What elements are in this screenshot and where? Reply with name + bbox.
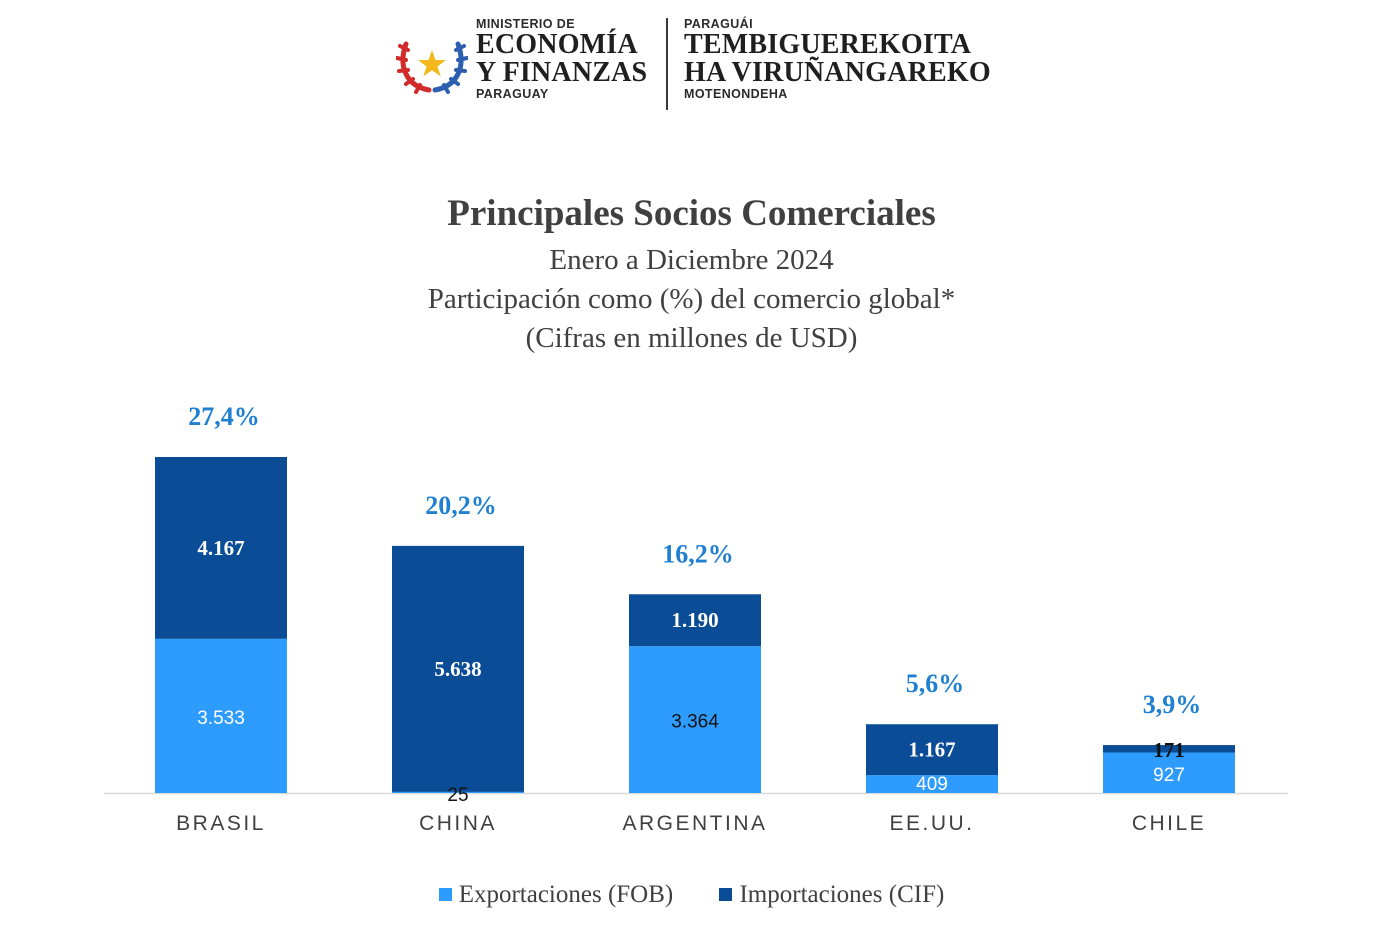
share-label-chile: 3,9% <box>1143 690 1202 719</box>
ministry-name-line1: ECONOMÍA <box>476 29 638 60</box>
bar-imports-chile <box>1103 745 1235 753</box>
share-label-argentina: 16,2% <box>662 539 734 568</box>
bar-imports-argentina <box>629 594 761 647</box>
bar-exports-china <box>392 791 524 793</box>
header-divider <box>666 18 668 110</box>
ministry-guarani-line2: HA VIRUÑANGAREKO <box>684 57 991 88</box>
share-label-china: 20,2% <box>425 491 497 520</box>
label-exports-eeuu: 409 <box>916 774 948 795</box>
bar-imports-eeuu <box>866 724 998 776</box>
bar-imports-brasil <box>155 457 287 639</box>
legend-label-exports: Exportaciones (FOB) <box>458 880 674 908</box>
ministry-guarani-bottom: MOTENONDEHA <box>684 87 788 101</box>
chart-subtitle-share: Participación como (%) del comercio glob… <box>427 283 956 315</box>
chart-subtitle: Enero a Diciembre 2024 <box>549 244 834 276</box>
x-tick-label-chile: CHILE <box>1132 812 1206 835</box>
label-exports-china: 25 <box>447 785 468 806</box>
bar-exports-argentina <box>629 646 761 793</box>
bar-imports-china <box>392 545 524 792</box>
ministry-guarani-line1: TEMBIGUEREKOITA <box>684 29 972 60</box>
legend-item-exports: Exportaciones (FOB) <box>438 880 674 909</box>
x-tick-label-china: CHINA <box>419 812 497 835</box>
label-exports-argentina: 3.364 <box>671 712 719 733</box>
legend-label-imports: Importaciones (CIF) <box>739 880 945 908</box>
label-exports-chile: 927 <box>1153 765 1185 786</box>
ministry-name-line2: Y FINANZAS <box>476 57 648 88</box>
label-imports-argentina: 1.190 <box>671 608 718 632</box>
ministry-guarani-top: PARAGUÁI <box>684 17 753 31</box>
label-exports-brasil: 3.533 <box>197 708 245 729</box>
bar-exports-eeuu <box>866 775 998 793</box>
legend-swatch-exports <box>438 888 452 901</box>
chart-title: Principales Socios Comerciales <box>447 193 936 234</box>
chart-legend: Exportaciones (FOB) Importaciones (CIF) <box>0 880 1383 909</box>
ministry-name-guarani: PARAGUÁI TEMBIGUEREKOITA HA VIRUÑANGAREK… <box>684 17 1024 101</box>
x-tick-label-argentina: ARGENTINA <box>622 812 767 835</box>
bar-exports-chile <box>1103 752 1235 793</box>
bar-exports-brasil <box>155 638 287 793</box>
label-imports-eeuu: 1.167 <box>908 738 955 762</box>
label-imports-china: 5.638 <box>434 657 481 681</box>
ministry-name-top: MINISTERIO DE <box>476 17 575 31</box>
x-tick-label-brasil: BRASIL <box>176 812 266 835</box>
legend-item-imports: Importaciones (CIF) <box>719 881 944 909</box>
x-tick-label-eeuu: EE.UU. <box>889 812 974 835</box>
legend-swatch-imports <box>719 888 733 901</box>
ministry-country: PARAGUAY <box>476 87 549 101</box>
share-label-eeuu: 5,6% <box>906 669 965 698</box>
label-imports-chile: 171 <box>1153 738 1185 762</box>
national-seal-icon <box>396 41 468 94</box>
ministry-header: MINISTERIO DE ECONOMÍA Y FINANZAS PARAGU… <box>396 14 1016 114</box>
chart-subtitle-units: (Cifras en millones de USD) <box>525 322 858 354</box>
share-label-brasil: 27,4% <box>188 402 260 431</box>
ministry-name-spanish: MINISTERIO DE ECONOMÍA Y FINANZAS PARAGU… <box>476 17 666 101</box>
label-imports-brasil: 4.167 <box>197 536 244 560</box>
